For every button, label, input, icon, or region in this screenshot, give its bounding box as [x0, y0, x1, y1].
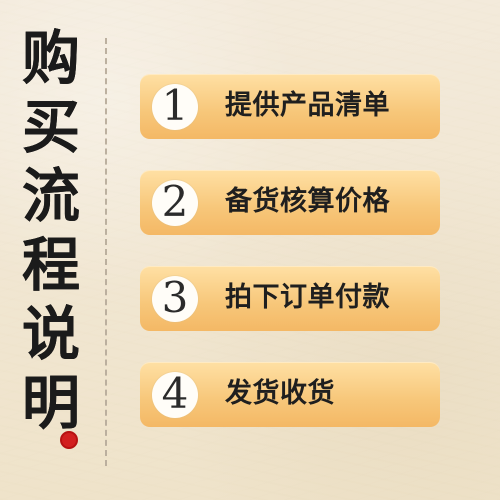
step-number-badge-3: 3 — [152, 276, 198, 322]
title-char-5: 说 — [21, 300, 80, 368]
vertical-title: 购 买 流 程 说 明 — [14, 28, 88, 434]
step-number-badge-4: 4 — [152, 372, 198, 418]
title-char-6: 明 — [21, 369, 80, 437]
step-number-1: 1 — [161, 81, 189, 130]
step-card-1: 1 提供产品清单 — [140, 74, 440, 139]
step-number-badge-2: 2 — [152, 180, 198, 226]
title-char-4: 程 — [21, 231, 80, 299]
step-label-3: 拍下订单付款 — [225, 282, 390, 313]
step-card-3: 3 拍下订单付款 — [140, 266, 440, 331]
title-char-2: 买 — [21, 93, 80, 161]
step-number-2: 2 — [161, 177, 189, 226]
step-label-4: 发货收货 — [225, 378, 335, 409]
title-char-1: 购 — [21, 24, 80, 92]
dashed-divider — [105, 38, 107, 466]
step-label-2: 备货核算价格 — [225, 186, 390, 217]
step-number-3: 3 — [161, 273, 189, 322]
step-card-4: 4 发货收货 — [140, 362, 440, 427]
step-number-4: 4 — [161, 369, 189, 418]
red-seal-dot-icon — [60, 431, 78, 449]
title-char-3: 流 — [21, 162, 80, 230]
step-label-1: 提供产品清单 — [225, 90, 390, 121]
step-card-2: 2 备货核算价格 — [140, 170, 440, 235]
step-number-badge-1: 1 — [152, 84, 198, 130]
